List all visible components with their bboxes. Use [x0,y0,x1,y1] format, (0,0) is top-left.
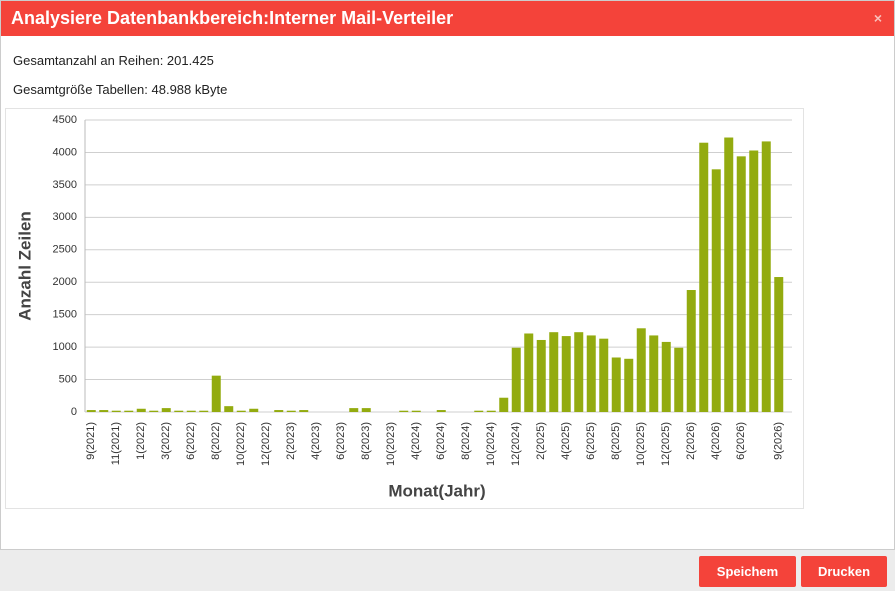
x-tick-label: 10(2025) [635,422,647,466]
x-tick-label: 1(2022) [135,422,147,460]
bar [399,410,409,412]
bar [286,410,296,412]
bar [499,397,509,412]
x-tick-label: 4(2024) [410,422,422,460]
x-tick-label: 8(2025) [610,422,622,460]
y-tick-label: 1000 [53,341,77,353]
x-tick-label: 4(2025) [560,422,572,460]
x-tick-label: 4(2026) [710,422,722,460]
y-tick-label: 2500 [53,244,77,256]
x-tick-label: 11(2021) [110,422,122,465]
bar [536,339,546,412]
x-axis-title: Monat(Jahr) [388,481,485,500]
bar [436,410,446,412]
x-tick-label: 8(2024) [460,422,472,460]
bar [224,406,234,412]
bar [361,408,371,412]
bar [774,277,784,412]
bar [86,410,96,412]
x-tick-label: 6(2024) [435,422,447,460]
chart: Anzahl Zeilen Monat(Jahr) 0 500 1000 1500 20… [15,114,792,500]
bar [274,410,284,412]
bar [111,410,121,412]
x-tick-label: 9(2021) [85,422,97,460]
bar [674,347,684,412]
y-tick-label: 4000 [53,146,77,158]
y-tick-label: 500 [59,373,77,385]
bar [661,341,671,412]
bar [624,358,634,412]
close-button[interactable]: × [873,10,882,26]
x-tick-label: 12(2025) [660,422,672,466]
bar [636,328,646,412]
x-tick-label: 12(2024) [510,422,522,466]
bar [236,410,246,412]
y-tick-label: 4500 [53,114,77,126]
bar [136,408,146,412]
y-tick-label: 3500 [53,179,77,191]
y-tick-label: 3000 [53,211,77,223]
y-tick-label: 2000 [53,276,77,288]
x-tick-label: 4(2023) [310,422,322,460]
bar [511,347,521,412]
chart-container: Anzahl Zeilen Monat(Jahr) 0 500 1000 1500 20… [5,108,804,509]
x-tick-label: 3(2022) [160,422,172,460]
bar [174,410,184,412]
bar [724,137,734,412]
bar [574,332,584,412]
x-tick-label: 12(2022) [260,422,272,466]
x-tick-label: 10(2023) [385,422,397,466]
bar [711,169,721,412]
bar [736,156,746,412]
bar [699,142,709,412]
x-tick-label: 10(2022) [235,422,247,466]
x-tick-label: 2(2026) [685,422,697,460]
bar [199,410,209,412]
bar [561,336,571,412]
x-tick-label: 6(2025) [585,422,597,460]
bar [749,150,759,412]
table-size: Gesamtgröße Tabellen: 48.988 kByte [13,82,228,97]
bar [549,332,559,412]
bar [186,410,196,412]
bar [649,335,659,412]
y-tick-label: 0 [71,406,77,418]
bar [349,408,359,412]
bar [149,410,159,412]
bar [486,410,496,412]
x-tick-label: 10(2024) [485,422,497,466]
bar [611,357,621,412]
x-tick-label: 2(2025) [535,422,547,460]
bar [99,410,109,412]
x-tick-label: 2(2023) [285,422,297,460]
bar [211,375,221,412]
x-tick-label: 8(2022) [210,422,222,460]
bar [299,410,309,412]
x-tick-label: 6(2022) [185,422,197,460]
x-tick-label: 8(2023) [360,422,372,460]
x-tick-label: 9(2026) [773,422,785,460]
bar [599,338,609,412]
bar [249,408,259,412]
bar [761,141,771,412]
print-button[interactable]: Drucken [801,556,887,587]
dialog-title-bar: Analysiere Datenbankbereich:Interner Mai… [1,1,894,36]
bar [586,335,596,412]
bar [474,410,484,412]
bar [124,410,134,412]
bar [524,333,534,412]
x-tick-label: 6(2023) [335,422,347,460]
x-tick-label: 6(2026) [735,422,747,460]
save-button[interactable]: Speichem [699,556,796,587]
dialog-title: Analysiere Datenbankbereich:Interner Mai… [11,8,454,28]
bar [686,290,696,412]
y-tick-label: 1500 [53,309,77,321]
row-count: Gesamtanzahl an Reihen: 201.425 [13,53,214,68]
bar [161,408,171,412]
y-axis-title: Anzahl Zeilen [15,211,34,321]
dialog: Analysiere Datenbankbereich:Interner Mai… [0,0,895,550]
bar [411,410,421,412]
